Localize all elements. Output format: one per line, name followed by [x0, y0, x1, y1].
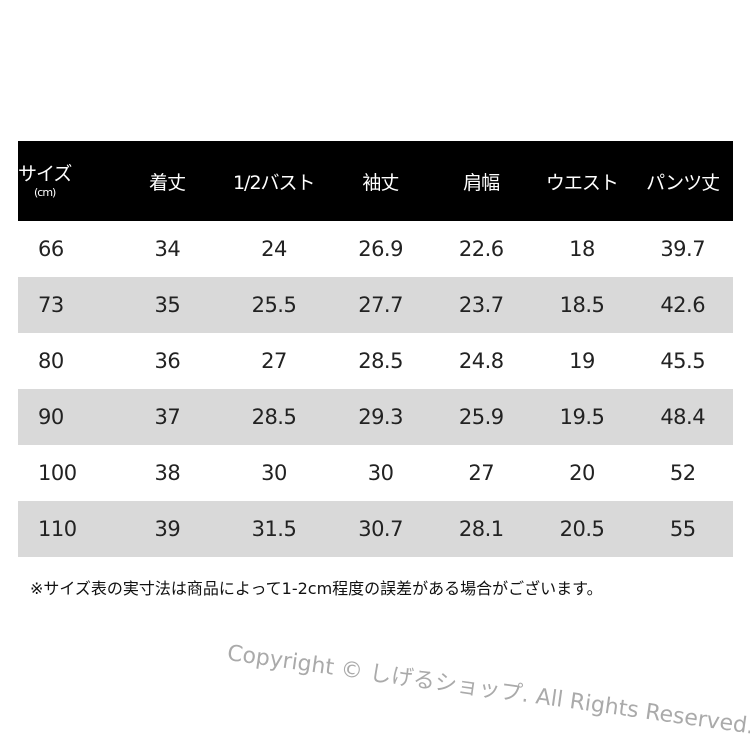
table-cell: 27: [261, 349, 287, 373]
table-cell: 35: [154, 293, 181, 317]
size-table: サイズ (cm) 着丈 1/2バスト 袖丈 肩幅 ウエスト パンツ丈 66 34 2…: [18, 141, 733, 557]
table-cell: 28.5: [251, 405, 297, 429]
table-cell: 24.8: [458, 349, 504, 373]
table-cell: 80: [38, 349, 64, 373]
table-cell: 28.5: [358, 349, 403, 373]
table-cell: 39: [154, 517, 181, 541]
header-waist: ウエスト: [545, 171, 619, 194]
table-cell: 66: [38, 237, 64, 261]
table-cell: 28.1: [458, 517, 504, 541]
table-cell: 45.5: [660, 349, 706, 373]
header-length: 着丈: [149, 171, 186, 194]
table-cell: 25.5: [251, 293, 297, 317]
table-cell: 25.9: [458, 405, 504, 429]
table-cell: 29.3: [358, 405, 403, 429]
table-cell: 42.6: [660, 293, 706, 317]
header-pants-length: パンツ丈: [646, 171, 720, 194]
table-cell: 31.5: [251, 517, 297, 541]
table-cell: 39.7: [660, 237, 706, 261]
table-cell: 20.5: [559, 517, 605, 541]
table-row: 73 35 25.5 27.7 23.7 18.5 42.6: [18, 277, 733, 333]
size-note: ※サイズ表の実寸法は商品によって1-2cm程度の誤差がある場合がございます。: [30, 579, 603, 598]
table-row: 90 37 28.5 29.3 25.9 19.5 48.4: [18, 389, 733, 445]
table-cell: 73: [38, 293, 64, 317]
table-cell: 30: [261, 461, 287, 485]
table-cell: 22.6: [458, 237, 504, 261]
table-cell: 30: [367, 461, 394, 485]
header-size: サイズ (cm): [18, 159, 117, 199]
header-shoulder: 肩幅: [463, 171, 500, 194]
table-cell: 38: [154, 461, 181, 485]
table-row: 110 39 31.5 30.7 28.1 20.5 55: [18, 501, 733, 557]
table-cell: 27.7: [358, 293, 403, 317]
table-cell: 24: [261, 237, 287, 261]
table-cell: 36: [154, 349, 181, 373]
table-cell: 110: [38, 517, 77, 541]
table-cell: 27: [468, 461, 495, 485]
table-cell: 100: [38, 461, 77, 485]
table-cell: 19: [569, 349, 595, 373]
header-size-unit: (cm): [34, 186, 56, 199]
table-header: サイズ (cm) 着丈 1/2バスト 袖丈 肩幅 ウエスト パンツ丈: [18, 141, 733, 221]
table-row: 66 34 24 26.9 22.6 18 39.7: [18, 221, 733, 277]
table-cell: 18: [569, 237, 595, 261]
table-cell: 23.7: [458, 293, 504, 317]
table-row: 100 38 30 30 27 20 52: [18, 445, 733, 501]
table-cell: 30.7: [358, 517, 403, 541]
table-row: 80 36 27 28.5 24.8 19 45.5: [18, 333, 733, 389]
table-cell: 55: [669, 517, 696, 541]
table-cell: 52: [669, 461, 696, 485]
copyright-watermark: Copyright © しげるショップ. All Rights Reserved…: [225, 640, 750, 740]
table-cell: 90: [38, 405, 64, 429]
table-cell: 20: [569, 461, 595, 485]
table-cell: 19.5: [559, 405, 605, 429]
header-size-label: サイズ: [18, 163, 72, 185]
table-cell: 26.9: [358, 237, 403, 261]
table-cell: 34: [154, 237, 181, 261]
header-sleeve: 袖丈: [362, 171, 399, 194]
table-cell: 37: [154, 405, 181, 429]
header-half-bust: 1/2バスト: [232, 171, 316, 194]
table-body: 66 34 24 26.9 22.6 18 39.7 73 35 25.5 27.7 23.7 18.5…: [18, 221, 733, 557]
table-cell: 48.4: [660, 405, 706, 429]
table-cell: 18.5: [559, 293, 605, 317]
